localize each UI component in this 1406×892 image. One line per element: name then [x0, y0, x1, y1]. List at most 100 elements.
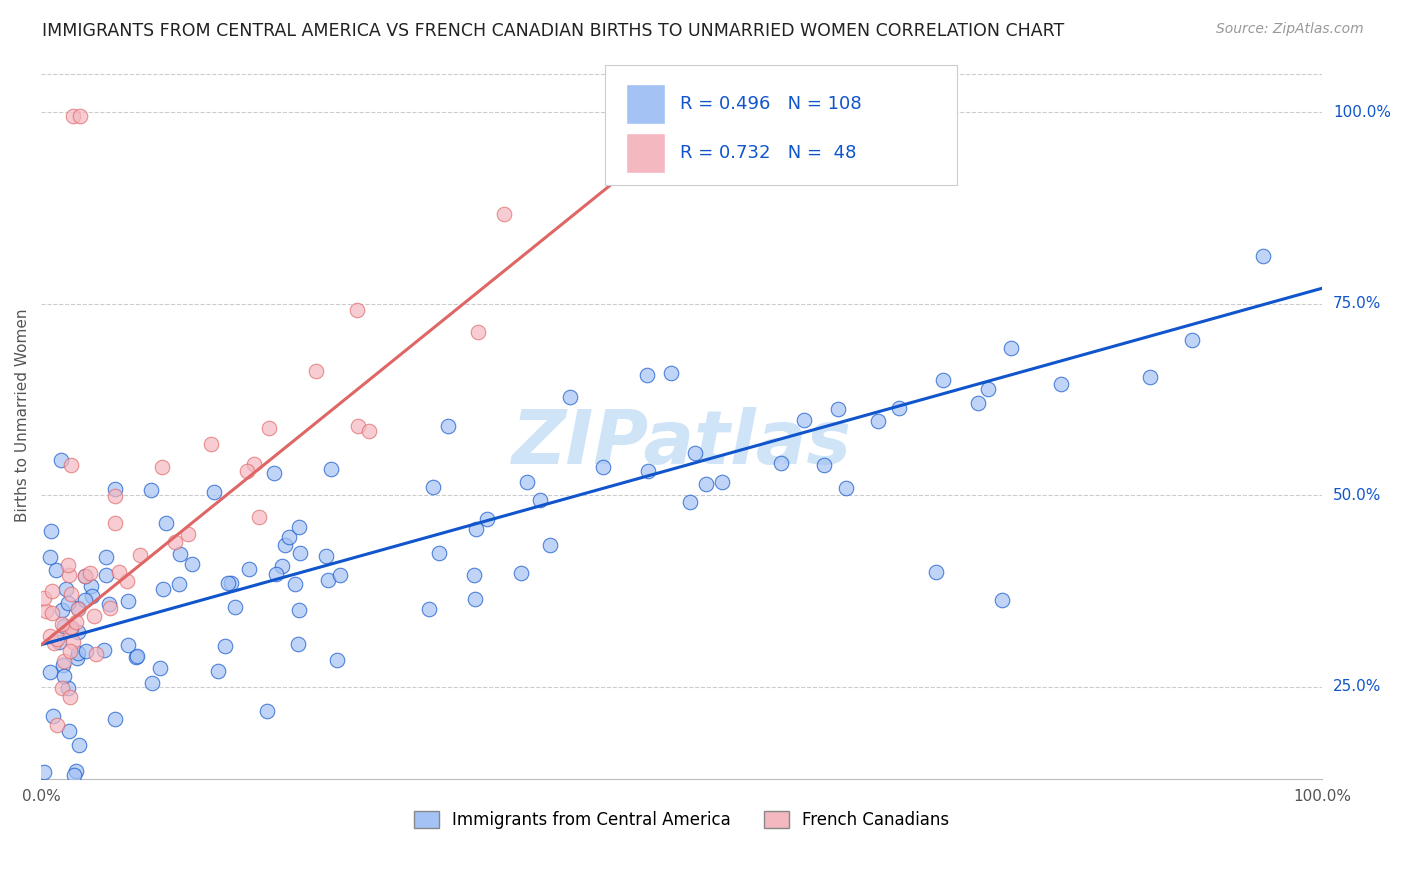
Point [58, 596, 80, 610]
Point [475, 512, 498, 526]
Point [967, 395, 990, 409]
Point [288, 546, 311, 560]
Point [104, 482, 127, 496]
Point [465, 522, 488, 536]
Point [492, 207, 515, 221]
Point [288, 602, 311, 616]
Point [238, 562, 260, 576]
Point [167, 576, 190, 591]
Point [224, 600, 246, 615]
Point [516, 475, 538, 489]
Point [45, 563, 67, 577]
Point [710, 475, 733, 490]
Point [32, 765, 55, 780]
Point [305, 364, 328, 378]
Point [60, 458, 83, 472]
Point [155, 516, 177, 530]
Text: 50.0%: 50.0% [1333, 488, 1381, 503]
Point [200, 437, 222, 451]
Point [695, 477, 717, 491]
Point [55, 582, 77, 596]
Point [41, 606, 63, 620]
Point [39, 665, 62, 679]
Point [217, 576, 239, 591]
Point [93, 643, 115, 657]
Point [51, 453, 73, 467]
Point [67, 625, 90, 640]
Point [97, 597, 120, 611]
Point [34, 591, 56, 606]
Point [125, 648, 148, 663]
Point [60, 620, 83, 634]
Point [67, 647, 90, 661]
Point [139, 483, 162, 497]
Text: R = 0.496   N = 108: R = 0.496 N = 108 [681, 95, 862, 113]
Point [165, 534, 187, 549]
Point [51, 603, 73, 617]
Point [1000, 341, 1022, 355]
Point [977, 382, 1000, 396]
Point [270, 559, 292, 574]
Point [316, 573, 339, 587]
Point [319, 462, 342, 476]
Point [637, 464, 659, 478]
Text: R = 0.732   N =  48: R = 0.732 N = 48 [681, 144, 856, 161]
Point [636, 368, 658, 382]
Point [41, 584, 63, 599]
Point [931, 373, 953, 387]
Point [52, 657, 75, 672]
Point [59, 644, 82, 658]
Point [835, 481, 858, 495]
Point [467, 325, 489, 339]
Point [169, 547, 191, 561]
Point [437, 419, 460, 434]
Point [560, 390, 582, 404]
Point [65, 764, 87, 779]
Point [242, 458, 264, 472]
Point [659, 367, 682, 381]
Point [45, 718, 67, 732]
Point [464, 592, 486, 607]
Point [66, 602, 89, 616]
Point [53, 669, 76, 683]
Point [51, 617, 73, 632]
Point [284, 577, 307, 591]
Point [94, 549, 117, 564]
Point [925, 565, 948, 579]
Point [117, 638, 139, 652]
Text: IMMIGRANTS FROM CENTRAL AMERICA VS FRENCH CANADIAN BIRTHS TO UNMARRIED WOMEN COR: IMMIGRANTS FROM CENTRAL AMERICA VS FRENC… [42, 22, 1064, 40]
Point [326, 653, 349, 667]
Point [63, 768, 86, 782]
Point [219, 575, 242, 590]
Point [52, 619, 75, 633]
Point [263, 467, 285, 481]
FancyBboxPatch shape [605, 65, 957, 186]
Point [1050, 377, 1073, 392]
Point [62, 109, 84, 123]
Point [66, 651, 89, 665]
Point [274, 538, 297, 552]
Point [104, 489, 127, 503]
Point [683, 446, 706, 460]
Point [51, 681, 73, 695]
Point [59, 587, 82, 601]
Text: 25.0%: 25.0% [1333, 680, 1381, 695]
FancyBboxPatch shape [627, 84, 665, 124]
Point [66, 601, 89, 615]
Point [256, 704, 278, 718]
Point [257, 421, 280, 435]
Point [1251, 249, 1274, 263]
Point [125, 650, 148, 665]
Point [48, 634, 70, 648]
Point [75, 569, 97, 583]
Point [67, 738, 90, 752]
Point [59, 690, 82, 704]
Point [58, 558, 80, 572]
Legend: Immigrants from Central America, French Canadians: Immigrants from Central America, French … [406, 805, 956, 836]
Point [58, 567, 80, 582]
Point [39, 524, 62, 538]
Point [108, 565, 131, 579]
Point [592, 460, 614, 475]
Point [990, 593, 1012, 607]
Point [287, 520, 309, 534]
